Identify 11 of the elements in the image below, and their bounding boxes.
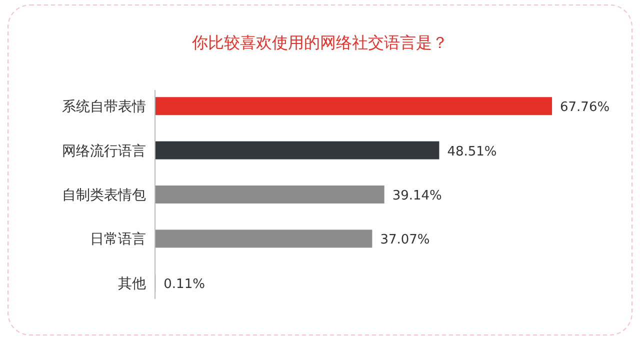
y-tick-label: 日常语言 — [90, 232, 146, 248]
y-tick-label: 其他 — [118, 276, 146, 292]
data-label: 37.07% — [380, 232, 430, 248]
y-tick-label: 自制类表情包 — [62, 188, 146, 204]
y-tick-label: 网络流行语言 — [62, 143, 146, 160]
data-label: 39.14% — [392, 188, 442, 204]
y-tick-label: 系统自带表情 — [62, 99, 146, 116]
data-label: 48.51% — [447, 144, 497, 160]
data-label: 0.11% — [164, 276, 205, 292]
chart-title: 你比较喜欢使用的网络社交语言是？ — [191, 33, 448, 52]
data-label: 67.76% — [560, 100, 610, 116]
